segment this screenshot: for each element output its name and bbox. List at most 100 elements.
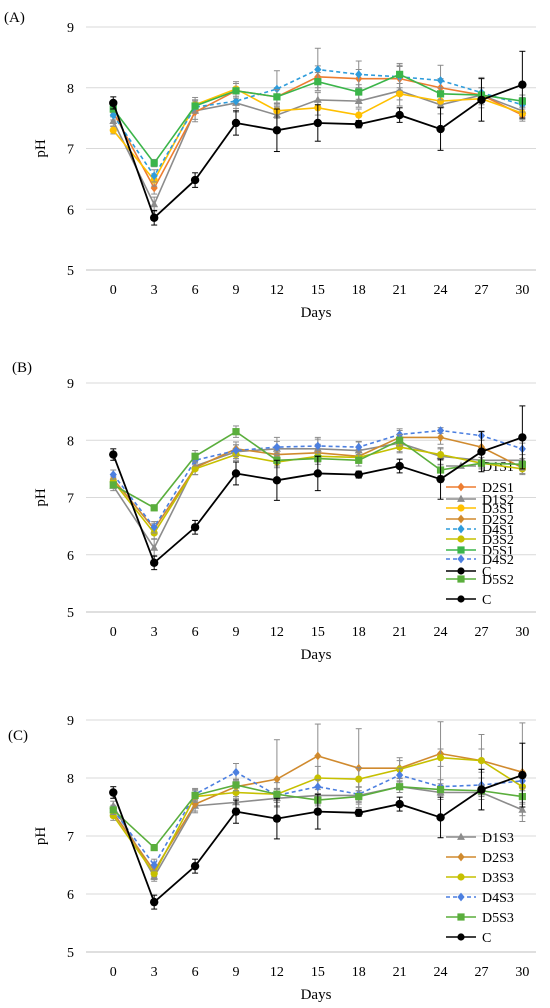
data-point	[273, 774, 281, 784]
data-point	[313, 807, 323, 816]
y-tick-label: 8	[67, 434, 74, 449]
data-point	[231, 118, 241, 128]
data-point	[273, 93, 281, 101]
x-axis-title: Days	[301, 305, 332, 321]
x-tick-label: 24	[434, 965, 448, 980]
y-tick-label: 8	[67, 772, 74, 787]
data-point	[190, 523, 200, 532]
series-line	[112, 771, 523, 867]
x-tick-label: 27	[474, 965, 488, 980]
x-tick-label: 18	[352, 283, 366, 298]
x-tick-label: 27	[474, 625, 488, 640]
data-point	[518, 433, 527, 442]
data-point	[477, 757, 486, 765]
data-point	[354, 96, 363, 104]
data-point	[355, 775, 363, 783]
x-tick-label: 30	[515, 283, 529, 298]
data-point	[150, 543, 159, 551]
data-point	[273, 84, 281, 94]
data-point	[396, 90, 404, 98]
y-tick-label: 7	[67, 143, 74, 158]
data-point	[436, 786, 445, 794]
legend-label: D2S3	[482, 851, 514, 866]
data-point	[457, 567, 465, 575]
y-tick-label: 7	[67, 830, 74, 845]
data-point	[436, 474, 445, 484]
legend-label: D5S2	[482, 573, 514, 588]
y-tick-label: 5	[67, 606, 74, 621]
data-point	[395, 799, 404, 809]
x-tick-label: 12	[270, 283, 284, 298]
data-point	[457, 913, 465, 921]
legend-label: D3S3	[482, 871, 514, 886]
data-point	[457, 892, 465, 902]
series-C	[109, 742, 527, 910]
legend-item: C	[446, 593, 491, 608]
panel-label: (A)	[4, 10, 25, 26]
y-tick-label: 9	[67, 714, 74, 729]
data-point	[150, 844, 158, 852]
data-point	[272, 814, 282, 823]
data-point	[231, 469, 241, 478]
legend-item: D2S1	[446, 481, 514, 496]
data-point	[190, 175, 200, 185]
data-point	[436, 813, 445, 822]
legend-label: C	[482, 931, 491, 946]
data-point	[355, 442, 363, 452]
data-point	[232, 87, 240, 95]
series-D1S1	[109, 75, 527, 213]
legend-label: D4S3	[482, 891, 514, 906]
legend-label: D3S2	[482, 533, 514, 548]
y-tick-label: 6	[67, 549, 74, 564]
data-point	[396, 436, 404, 444]
chart-panel-3: (C) 5 6 7 8 9 0 3 6 9 12 15 18 21 24 27 30 Days pH D1S3 D2S3…	[8, 714, 536, 1003]
legend-item: D4S3	[446, 891, 514, 906]
data-point	[436, 97, 445, 105]
y-tick-label: 7	[67, 492, 74, 507]
legend-item: D1S3	[446, 831, 514, 846]
x-tick-label: 3	[151, 283, 158, 298]
data-point	[314, 782, 322, 792]
data-point	[314, 78, 322, 86]
legend-item: D4S1	[446, 523, 514, 538]
data-point	[150, 171, 158, 181]
x-tick-label: 18	[352, 625, 366, 640]
data-point	[436, 124, 445, 134]
x-axis-title: Days	[301, 647, 332, 663]
legend-item: D2S2	[446, 513, 514, 528]
data-point	[355, 70, 363, 79]
y-axis-title: pH	[33, 827, 49, 846]
data-point	[396, 443, 404, 451]
data-point	[314, 441, 322, 451]
data-point	[396, 783, 404, 791]
y-tick-label: 5	[67, 946, 74, 961]
legend-item: C	[446, 931, 491, 946]
data-point	[518, 770, 527, 780]
data-point	[354, 120, 363, 129]
data-point	[355, 456, 363, 464]
data-point	[313, 118, 323, 128]
y-tick-label: 6	[67, 888, 74, 903]
series-C	[109, 405, 527, 571]
legend-item: C	[446, 565, 491, 580]
data-point	[314, 65, 322, 74]
data-point	[149, 213, 159, 222]
data-point	[150, 522, 158, 532]
data-point	[109, 98, 118, 108]
data-point	[232, 96, 240, 106]
y-tick-label: 8	[67, 82, 74, 97]
data-point	[109, 126, 117, 134]
x-tick-label: 0	[110, 283, 117, 298]
legend-label: D3S1	[482, 502, 514, 517]
legend-label: D2S1	[482, 481, 514, 496]
x-tick-label: 9	[233, 965, 240, 980]
data-point	[436, 426, 445, 435]
data-point	[436, 90, 445, 98]
data-point	[191, 102, 199, 110]
data-point	[477, 95, 486, 105]
x-tick-label: 30	[515, 965, 529, 980]
data-point	[273, 442, 281, 452]
data-point	[355, 111, 363, 119]
